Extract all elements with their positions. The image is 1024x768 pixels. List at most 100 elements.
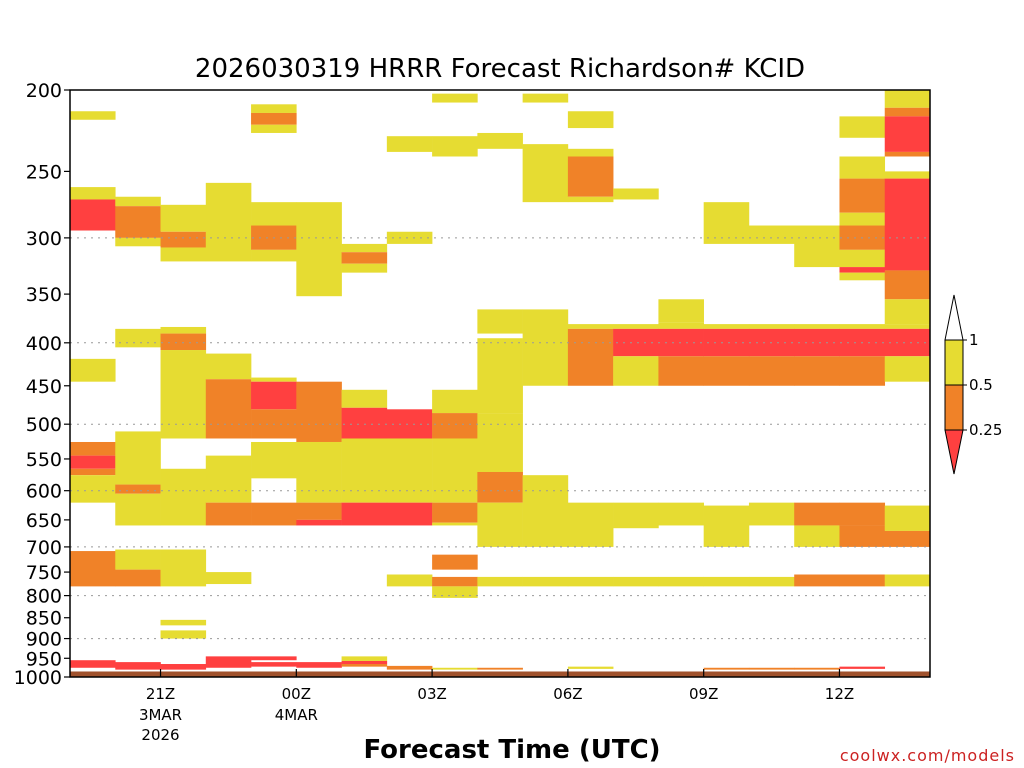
heatmap-cell (296, 662, 342, 668)
y-axis: 200 250 300 350 400 450 500 550 600 650 700 7508008… (14, 80, 70, 689)
heatmap-cell (160, 549, 207, 587)
y-tick-label: 900 (26, 629, 62, 651)
heatmap-cell (341, 438, 388, 503)
heatmap-cell (160, 664, 207, 670)
heatmap-cell (115, 206, 161, 238)
heatmap-cell (839, 666, 886, 669)
heatmap-cell (115, 328, 161, 348)
heatmap-cell (567, 148, 614, 157)
heatmap-cell (341, 660, 388, 665)
heatmap-cell (205, 353, 252, 380)
heatmap-cell (205, 455, 252, 503)
y-tick-label: 850 (26, 608, 62, 630)
heatmap-cell (296, 502, 342, 520)
heatmap-cell (115, 662, 161, 670)
y-tick-label: 400 (26, 333, 62, 355)
heatmap-cell (839, 156, 886, 179)
heatmap-cell (205, 502, 252, 526)
heatmap-cell (839, 212, 886, 226)
heatmap-cell (160, 247, 207, 262)
heatmap-cell (296, 519, 342, 526)
heatmap-cell (884, 505, 931, 531)
heatmap-cell (386, 136, 433, 152)
heatmap-cell (567, 196, 614, 203)
heatmap-cell (794, 525, 840, 547)
y-tick-label: 200 (26, 80, 62, 102)
y-tick-label: 600 (26, 481, 62, 503)
heatmap-cells (70, 90, 931, 670)
heatmap-cell (341, 664, 388, 667)
heatmap-cell (432, 136, 478, 157)
heatmap-cell (251, 249, 297, 262)
heatmap-cell (839, 525, 886, 547)
heatmap-cell (341, 263, 388, 273)
x-tick-label: 21Z (146, 685, 175, 703)
heatmap-cell (205, 182, 252, 262)
colorbar-swatch-top (944, 294, 964, 341)
heatmap-cell (658, 576, 704, 587)
y-tick-label: 300 (26, 228, 62, 250)
y-tick-label: 700 (26, 537, 62, 559)
heatmap-cell (160, 333, 207, 351)
heatmap-cell (703, 328, 750, 357)
heatmap-cell (477, 338, 523, 414)
heatmap-cell (70, 187, 116, 200)
heatmap-cell (884, 171, 931, 179)
heatmap-cell (115, 493, 161, 526)
heatmap-cell (522, 93, 569, 103)
heatmap-cell (794, 356, 840, 386)
heatmap-cell (658, 502, 704, 526)
heatmap-cell (567, 502, 614, 547)
heatmap-cell (748, 667, 795, 670)
heatmap-cell (839, 574, 886, 587)
heatmap-cell (432, 413, 478, 439)
heatmap-cell (477, 667, 523, 670)
heatmap-cell (70, 660, 116, 668)
x-tick-sublabel: 3MAR (139, 706, 182, 724)
heatmap-cell (794, 324, 840, 329)
heatmap-cell (70, 475, 116, 503)
heatmap-cell (115, 196, 161, 207)
heatmap-cell (613, 502, 659, 529)
heatmap-cell (703, 356, 750, 386)
heatmap-cell (794, 328, 840, 357)
colorbar-label: 0.5 (969, 376, 993, 394)
heatmap-cell (386, 409, 433, 439)
heatmap-cell (432, 93, 478, 103)
heatmap-cell (567, 576, 614, 587)
heatmap-cell (160, 468, 207, 526)
heatmap-cell (432, 667, 478, 670)
x-tick-label: 06Z (553, 685, 582, 703)
heatmap-cell (477, 132, 523, 149)
heatmap-cell (251, 656, 297, 661)
heatmap-cell (884, 356, 931, 382)
heatmap-cell (884, 107, 931, 117)
heatmap-cell (296, 441, 342, 503)
x-tick-label: 12Z (825, 685, 854, 703)
x-axis: 21Z 3MAR 2026 00Z 4MAR 03Z 06Z 09Z 12Z (139, 669, 854, 744)
heatmap-cell (703, 576, 750, 587)
heatmap-cell (432, 586, 478, 598)
y-tick-label: 1000 (14, 667, 62, 689)
heatmap-cell (567, 324, 614, 329)
x-axis-label: Forecast Time (UTC) (363, 735, 660, 765)
heatmap-cell (567, 666, 614, 669)
colorbar-legend: 1 0.5 0.25 (944, 294, 1002, 475)
heatmap-cell (160, 619, 207, 626)
heatmap-cell (794, 225, 840, 268)
y-tick-label: 500 (26, 414, 62, 436)
heatmap-cell (839, 272, 886, 281)
heatmap-cell (251, 662, 297, 667)
ground-fill (70, 671, 930, 677)
heatmap-cell (884, 574, 931, 587)
heatmap-cell (386, 438, 433, 503)
heatmap-cell (115, 549, 161, 570)
heatmap-cell (432, 389, 478, 414)
heatmap-cell (251, 441, 297, 479)
heatmap-cell (251, 381, 297, 410)
x-tick-sublabel: 4MAR (275, 706, 318, 724)
y-tick-label: 950 (26, 648, 62, 670)
heatmap-cell (386, 665, 433, 670)
heatmap-cell (205, 572, 252, 585)
heatmap-cell (703, 505, 750, 547)
